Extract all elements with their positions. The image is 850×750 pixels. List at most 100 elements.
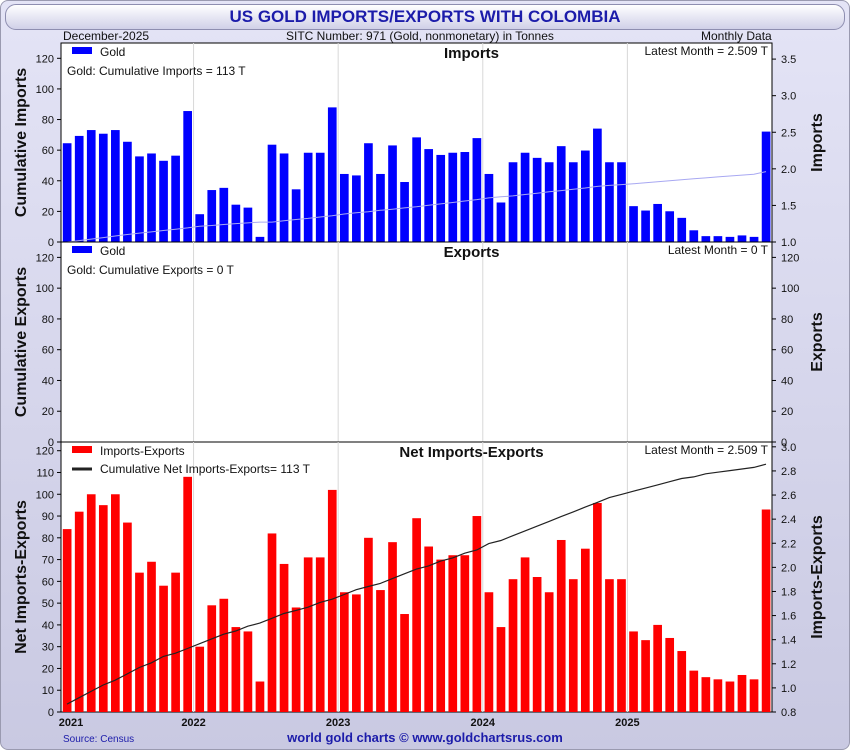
bar [653,624,662,712]
panel-title: Net Imports-Exports [399,444,543,461]
latest-month-label: Latest Month = 0 T [668,243,769,257]
bar [617,579,626,712]
left-tick-label: 20 [42,406,54,418]
right-tick-label: 2.2 [781,538,796,550]
cumulative-line [66,171,767,243]
bar [653,203,662,242]
bar [508,579,518,712]
left-tick-label: 40 [42,176,54,188]
bar [641,640,650,712]
x-tick-label: 2025 [615,717,639,729]
legend-label: Gold [100,244,125,258]
left-tick-label: 100 [36,84,54,96]
bar [448,555,458,712]
bar [339,592,349,712]
bar [629,631,638,712]
bar [412,137,421,242]
right-tick-label: 80 [781,314,793,326]
right-tick-label: 120 [781,252,799,264]
bar [761,509,771,712]
bar [496,202,506,242]
bar [701,677,711,712]
bar [484,592,494,712]
chart-title: US GOLD IMPORTS/EXPORTS WITH COLOMBIA [5,4,845,30]
bar [267,144,277,242]
bar [544,162,554,242]
bar [98,133,108,242]
bar [327,107,337,242]
bar [436,559,446,712]
panel-1-plot-area [60,241,773,443]
bar [135,572,144,712]
bar [677,217,687,242]
bar [460,555,470,712]
bar [62,529,72,712]
x-tick-label: 2024 [471,717,496,729]
bar [580,548,590,712]
bar [98,505,108,712]
bar [689,670,699,712]
left-tick-label: 120 [36,53,54,65]
bar [219,598,229,712]
bar [62,143,72,242]
right-tick-label: 0 [781,437,787,449]
bar [605,579,614,712]
right-tick-label: 1.4 [781,635,796,647]
legend-label-cumulative: Cumulative Net Imports-Exports= 113 T [100,462,311,476]
left-tick-label: 80 [42,115,54,127]
bar [713,236,723,242]
bar [400,182,409,242]
bar [207,605,217,712]
left-tick-label: 40 [42,375,54,387]
bar [74,511,84,712]
bar [400,614,409,712]
bar [123,141,132,242]
bar [74,135,84,242]
bar [520,557,530,712]
right-tick-label: 1.8 [781,586,796,598]
right-tick-label: 3.0 [781,91,796,103]
bar [171,155,180,242]
bar [243,207,253,242]
right-tick-label: 100 [781,283,799,295]
right-tick-label: 1.0 [781,683,796,695]
bar [195,214,205,242]
left-axis-title: Cumulative Exports [13,267,30,417]
bar [484,173,494,242]
bar [255,236,265,242]
bar [255,681,265,712]
bar [303,557,313,712]
bar [665,637,675,712]
right-axis-title: Exports [809,312,826,372]
bar [725,236,735,242]
right-tick-label: 3.5 [781,54,796,66]
bar [701,236,711,242]
bar [279,153,289,242]
legend-swatch [72,246,92,253]
right-tick-label: 1.6 [781,611,796,623]
x-tick-label: 2021 [59,717,83,729]
bar [86,494,96,712]
cumulative-label: Gold: Cumulative Imports = 113 T [67,64,246,78]
bar [424,149,434,242]
bar [472,516,482,712]
bar [123,522,132,712]
panel-title: Imports [444,45,499,62]
bar [605,162,614,242]
bar [761,131,771,242]
bar [593,502,602,712]
sitc-label: SITC Number: 971 (Gold, nonmonetary) in … [286,29,554,43]
bar [135,156,144,242]
bar [496,627,506,712]
bar [641,210,650,242]
latest-month-label: Latest Month = 2.509 T [644,443,768,457]
bar [364,537,373,712]
bar [267,533,277,712]
bar [352,175,361,242]
bar [460,152,470,242]
bar [231,627,241,712]
bar [183,111,192,243]
bar [183,476,192,712]
bar [388,145,397,242]
